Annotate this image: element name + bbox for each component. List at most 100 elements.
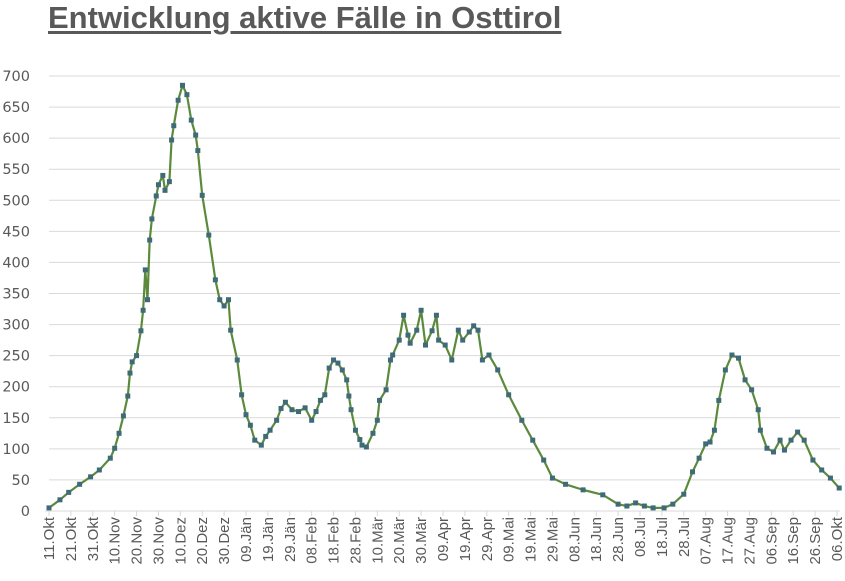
- data-point-marker: [193, 132, 199, 138]
- x-tick-label: 10.Nov: [107, 517, 124, 565]
- data-point-marker: [184, 92, 190, 98]
- y-tick-label: 300: [2, 318, 30, 334]
- x-tick-label: 28.Jul: [676, 517, 693, 557]
- data-point-marker: [442, 342, 448, 348]
- x-tick-label: 08.Jul: [632, 517, 649, 557]
- data-point-marker: [670, 501, 676, 507]
- data-point-marker: [66, 489, 72, 495]
- y-tick-label: 150: [2, 411, 30, 427]
- data-point-marker: [155, 182, 161, 188]
- data-point-marker: [296, 409, 302, 415]
- data-point-marker: [107, 455, 113, 461]
- x-tick-label: 26.Sep: [807, 517, 824, 565]
- data-point-marker: [755, 407, 761, 413]
- y-tick-label: 600: [2, 131, 30, 147]
- data-point-marker: [57, 497, 63, 503]
- data-point-marker: [788, 437, 794, 443]
- data-point-marker: [650, 505, 656, 511]
- y-tick-label: 400: [2, 255, 30, 271]
- data-point-marker: [263, 433, 269, 439]
- data-point-marker: [475, 327, 481, 333]
- data-point-marker: [707, 439, 713, 445]
- x-tick-label: 28.Jun: [610, 517, 627, 562]
- x-tick-label: 31.Okt: [85, 516, 102, 561]
- x-tick-label: 21.Okt: [63, 516, 80, 561]
- data-point-marker: [506, 392, 512, 398]
- data-point-marker: [335, 360, 341, 366]
- data-point-marker: [401, 312, 407, 318]
- y-tick-label: 250: [2, 349, 30, 365]
- data-point-marker: [703, 441, 709, 447]
- data-point-marker: [348, 407, 354, 413]
- data-point-marker: [180, 82, 186, 88]
- data-point-marker: [169, 137, 175, 143]
- data-point-marker: [221, 303, 227, 309]
- data-point-marker: [819, 467, 825, 473]
- data-point-marker: [801, 437, 807, 443]
- x-tick-label: 30.Mär: [413, 517, 430, 564]
- x-tick-label: 06.Okt: [829, 516, 845, 561]
- y-tick-label: 550: [2, 162, 30, 178]
- data-point-marker: [112, 445, 118, 451]
- data-point-marker: [160, 172, 166, 178]
- data-point-marker: [96, 467, 102, 473]
- data-point-marker: [326, 365, 332, 371]
- y-axis: 0 50 100 150 200 250 300 350 400 450 500 550 600 650 7…: [2, 69, 30, 520]
- data-point-marker: [352, 427, 358, 433]
- data-point-marker: [455, 327, 461, 333]
- data-point-marker: [624, 503, 630, 509]
- series-line: [48, 84, 841, 509]
- data-point-marker: [370, 430, 376, 436]
- data-point-marker: [357, 437, 363, 443]
- x-tick-label: 29.Mai: [544, 517, 561, 562]
- data-point-marker: [433, 312, 439, 318]
- y-tick-label: 350: [2, 287, 30, 303]
- x-tick-label: 07.Aug: [698, 517, 715, 565]
- data-point-marker: [116, 430, 122, 436]
- data-point-marker: [377, 397, 383, 403]
- data-point-marker: [563, 481, 569, 487]
- data-point-marker: [339, 367, 345, 373]
- data-point-marker: [407, 340, 413, 346]
- data-point-marker: [149, 216, 155, 222]
- data-point-marker: [147, 237, 153, 243]
- data-point-marker: [162, 187, 168, 193]
- x-tick-label: 06.Sep: [763, 517, 780, 565]
- x-tick-label: 30.Dez: [216, 517, 233, 565]
- data-point-marker: [460, 337, 466, 343]
- data-point-marker: [234, 357, 240, 363]
- data-point-marker: [836, 485, 842, 491]
- data-point-marker: [742, 377, 748, 383]
- data-point-marker: [387, 357, 393, 363]
- x-tick-label: 27.Aug: [741, 517, 758, 565]
- data-point-marker: [681, 491, 687, 497]
- data-point-marker: [722, 367, 728, 373]
- data-point-marker: [690, 469, 696, 475]
- gridlines: [49, 75, 840, 481]
- data-point-marker: [302, 405, 308, 411]
- x-tick-label: 19.Jän: [260, 517, 277, 562]
- data-point-marker: [267, 427, 273, 433]
- data-point-marker: [390, 352, 396, 358]
- data-point-marker: [258, 442, 264, 448]
- data-point-marker: [374, 417, 380, 423]
- data-point-marker: [495, 367, 501, 373]
- data-point-marker: [228, 327, 234, 333]
- data-point-marker: [206, 232, 212, 238]
- x-tick-label: 10.Dez: [172, 517, 189, 565]
- data-point-marker: [479, 357, 485, 363]
- data-point-marker: [217, 297, 223, 303]
- x-tick-label: 18.Jul: [654, 517, 671, 557]
- data-point-marker: [486, 352, 492, 358]
- data-point-marker: [359, 442, 365, 448]
- data-point-marker: [175, 97, 181, 103]
- data-point-marker: [405, 332, 411, 338]
- data-point-marker: [363, 444, 369, 450]
- data-point-marker: [171, 123, 177, 129]
- data-point-marker: [580, 487, 586, 493]
- data-point-marker: [422, 342, 428, 348]
- data-point-marker: [145, 297, 150, 303]
- data-point-marker: [129, 359, 135, 365]
- x-tick-label: 11.Okt: [41, 516, 58, 560]
- data-point-marker: [471, 323, 477, 329]
